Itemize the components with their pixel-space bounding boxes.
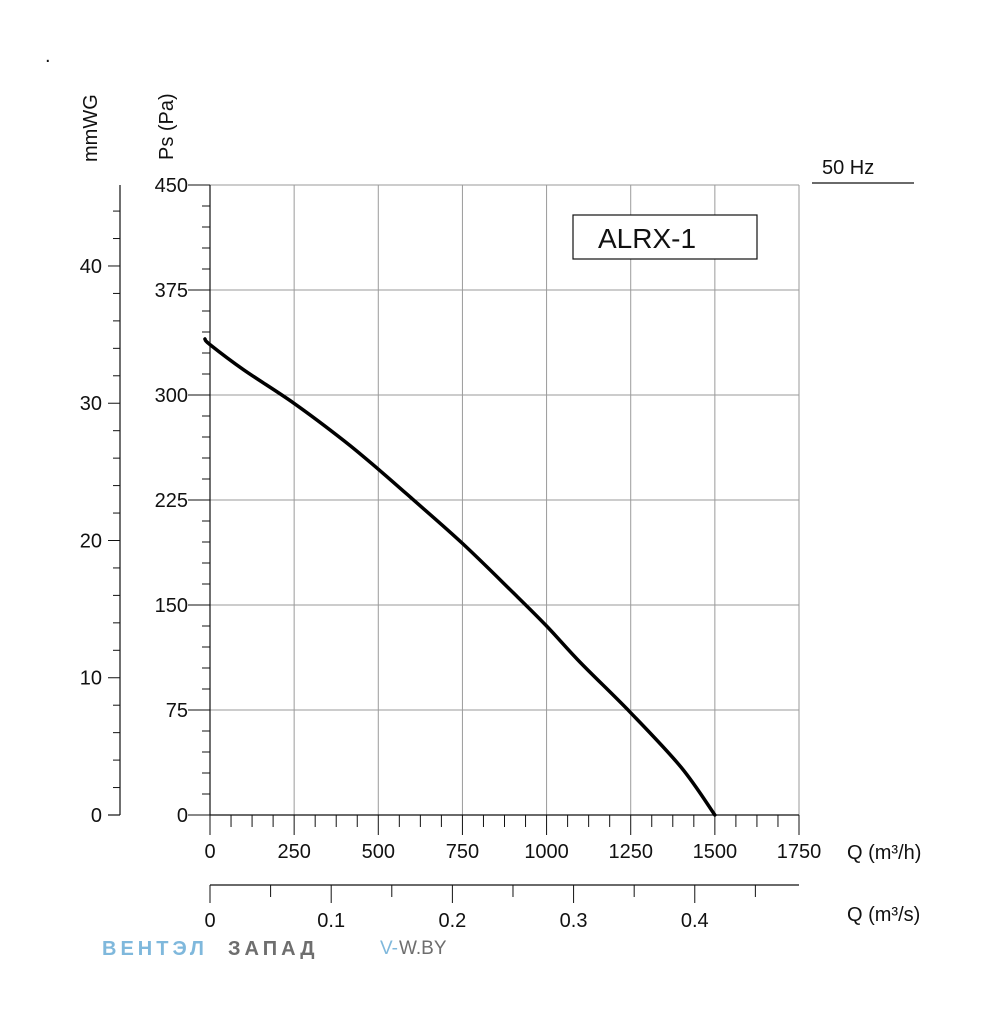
- y-outer-tick-label: 10: [80, 668, 102, 690]
- y-inner-tick-label: 75: [166, 700, 188, 722]
- watermark-site: W.BY: [399, 938, 447, 959]
- x-axis-1-tick-label: 0: [204, 841, 215, 863]
- y-outer-axis-title: mmWG: [80, 94, 102, 162]
- x-axis-2-tick-label: 0.4: [681, 910, 709, 932]
- watermark-part2: ЗАПАД: [228, 938, 319, 960]
- x-axis-2-title: Q (m³/s): [847, 904, 920, 926]
- y-outer-tick-label: 0: [91, 805, 102, 827]
- x-axis-1-tick-label: 500: [362, 841, 395, 863]
- x-axis-2-tick-label: 0.1: [317, 910, 345, 932]
- x-axis-1-tick-label: 750: [446, 841, 479, 863]
- watermark: ВЕНТЭЛ ЗАПАД V- W.BY: [102, 938, 447, 960]
- x-axis-2-tick-label: 0.3: [560, 910, 588, 932]
- dot-mark: .: [45, 45, 51, 67]
- x-axis-2-tick-label: 0: [204, 910, 215, 932]
- x-axis-1-tick-label: 1500: [693, 841, 738, 863]
- model-label: ALRX-1: [598, 223, 696, 254]
- x-axis-1-title: Q (m³/h): [847, 842, 921, 864]
- x-axis-2-tick-label: 0.2: [438, 910, 466, 932]
- y-inner-tick-label: 225: [155, 490, 188, 512]
- x-axis-1-tick-label: 1000: [524, 841, 569, 863]
- y-inner-tick-label: 450: [155, 175, 188, 197]
- x-axis-1-tick-label: 1750: [777, 841, 822, 863]
- x-axis-1-tick-label: 1250: [608, 841, 653, 863]
- y-inner-axis-title: Ps (Pa): [156, 93, 178, 160]
- y-outer-tick-label: 30: [80, 393, 102, 415]
- y-inner-tick-label: 150: [155, 595, 188, 617]
- y-outer-tick-label: 20: [80, 530, 102, 552]
- y-inner-tick-label: 375: [155, 280, 188, 302]
- y-inner-tick-label: 300: [155, 385, 188, 407]
- performance-curve: [203, 337, 717, 817]
- watermark-part1: ВЕНТЭЛ: [102, 938, 208, 960]
- watermark-site-prefix: V-: [380, 938, 398, 959]
- tick-labels: 0 10 20 30 40 0 75 150 225 300 375 450 0 250 500 750 100…: [80, 175, 822, 932]
- y-outer-tick-label: 40: [80, 256, 102, 278]
- model-box: [572, 214, 758, 260]
- ticks: [108, 184, 800, 903]
- y-inner-tick-label: 0: [177, 805, 188, 827]
- grid: [209, 184, 800, 816]
- x-axis-1-tick-label: 250: [277, 841, 310, 863]
- frequency-label: 50 Hz: [822, 157, 874, 179]
